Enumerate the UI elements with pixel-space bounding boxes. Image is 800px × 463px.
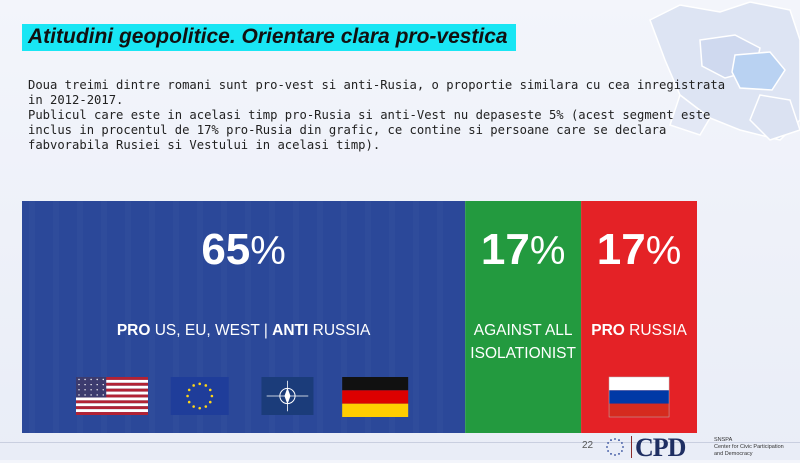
usa-flag-icon [76,377,148,415]
slide-body-text: Doua treimi dintre romani sunt pro-vest … [28,78,728,153]
nato-flag-icon [261,377,314,415]
segment-caption: PRO US, EU, WEST | ANTI RUSSIA [117,322,371,339]
org-line-2: Center for Civic Participation [714,444,784,450]
data-label: 17% [597,225,682,274]
page-number: 22 [582,440,594,451]
geopolitical-orientation-chart: 65% PRO US, EU, WEST | ANTI RUSSIA 17% AGAI… [22,201,697,433]
cpd-logo: CPD [635,433,686,462]
russia-flag-icon [608,376,670,418]
chart-segment-3: 17% PRO RUSSIA [581,201,697,433]
eu-flag-icon [170,377,229,415]
paragraph-2: Publicul care este in acelasi timp pro-R… [28,108,711,152]
germany-flag-icon [342,377,409,417]
europe-map-decoration [649,1,800,141]
logo-divider [631,436,632,458]
chart-segment-2: 17% AGAINST ALL ISOLATIONIST [465,201,582,433]
paragraph-1: Doua treimi dintre romani sunt pro-vest … [28,78,726,107]
segment-caption: PRO RUSSIA [591,322,687,339]
chart-svg: 65% PRO US, EU, WEST | ANTI RUSSIA 17% AGAI… [22,201,697,433]
cpd-organization-name: SNSPA Center for Civic Participation and… [714,437,800,458]
eu-stars-icon [606,438,624,456]
segment-caption-line1: AGAINST ALL [474,322,573,339]
data-label: 65% [201,225,286,274]
segment-caption-line2: ISOLATIONIST [470,345,576,362]
data-label: 17% [481,225,566,274]
org-line-1: SNSPA [714,437,733,443]
chart-segment-1: 65% PRO US, EU, WEST | ANTI RUSSIA [22,201,466,433]
slide-title: Atitudini geopolitice. Orientare clara p… [22,24,516,51]
footer-line [0,442,800,443]
bar-segment [465,201,582,433]
org-line-3: and Democracy [714,451,753,457]
